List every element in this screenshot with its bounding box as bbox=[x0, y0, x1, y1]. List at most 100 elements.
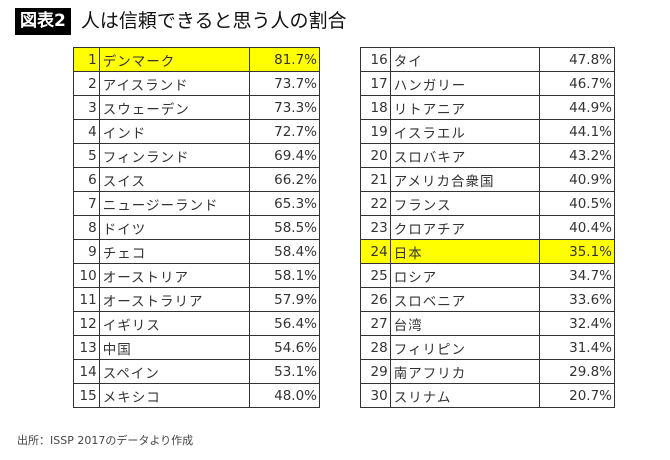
value-cell: 32.4% bbox=[539, 311, 615, 336]
value-cell: 47.8% bbox=[539, 47, 615, 72]
country-cell: イギリス bbox=[98, 311, 251, 336]
rank-cell: 7 bbox=[73, 191, 100, 216]
table-row: 10 オーストリア 58.1% bbox=[73, 263, 320, 288]
value-cell: 58.1% bbox=[249, 263, 320, 288]
rank-cell: 12 bbox=[73, 311, 100, 336]
country-cell: メキシコ bbox=[98, 383, 251, 408]
country-cell: タイ bbox=[389, 47, 541, 72]
value-cell: 31.4% bbox=[539, 335, 615, 360]
country-cell: ロシア bbox=[389, 263, 541, 288]
table-row: 4 インド 72.7% bbox=[73, 119, 320, 144]
table-row: 26 スロベニア 33.6% bbox=[360, 287, 615, 312]
value-cell: 57.9% bbox=[249, 287, 320, 312]
country-cell: デンマーク bbox=[98, 47, 251, 72]
country-cell: スロバキア bbox=[389, 143, 541, 168]
country-cell: イスラエル bbox=[389, 119, 541, 144]
value-cell: 66.2% bbox=[249, 167, 320, 192]
value-cell: 65.3% bbox=[249, 191, 320, 216]
rank-cell: 28 bbox=[360, 335, 391, 360]
value-cell: 40.4% bbox=[539, 215, 615, 240]
value-cell: 56.4% bbox=[249, 311, 320, 336]
table-row: 28 フィリピン 31.4% bbox=[360, 335, 615, 360]
table-row: 3 スウェーデン 73.3% bbox=[73, 95, 320, 120]
value-cell: 46.7% bbox=[539, 71, 615, 96]
table-row: 23 クロアチア 40.4% bbox=[360, 215, 615, 240]
value-cell: 43.2% bbox=[539, 143, 615, 168]
rank-cell: 30 bbox=[360, 383, 391, 408]
table-row: 18 リトアニア 44.9% bbox=[360, 95, 615, 120]
country-cell: 台湾 bbox=[389, 311, 541, 336]
table-row: 7 ニュージーランド 65.3% bbox=[73, 191, 320, 216]
country-cell: 中国 bbox=[98, 335, 251, 360]
value-cell: 44.1% bbox=[539, 119, 615, 144]
rank-cell: 15 bbox=[73, 383, 100, 408]
table-row: 22 フランス 40.5% bbox=[360, 191, 615, 216]
rank-cell: 11 bbox=[73, 287, 100, 312]
table-row: 5 フィンランド 69.4% bbox=[73, 143, 320, 168]
table-row: 30 スリナム 20.7% bbox=[360, 383, 615, 408]
rank-cell: 4 bbox=[73, 119, 100, 144]
value-cell: 34.7% bbox=[539, 263, 615, 288]
value-cell: 58.5% bbox=[249, 215, 320, 240]
value-cell: 58.4% bbox=[249, 239, 320, 264]
ranking-table-left: 1 デンマーク 81.7% 2 アイスランド 73.7% 3 スウェーデン 73.3% 4 インド 7… bbox=[73, 47, 320, 408]
table-row: 6 スイス 66.2% bbox=[73, 167, 320, 192]
rank-cell: 24 bbox=[360, 239, 391, 264]
table-row: 25 ロシア 34.7% bbox=[360, 263, 615, 288]
rank-cell: 5 bbox=[73, 143, 100, 168]
table-row: 11 オーストラリア 57.9% bbox=[73, 287, 320, 312]
country-cell: リトアニア bbox=[389, 95, 541, 120]
table-row: 2 アイスランド 73.7% bbox=[73, 71, 320, 96]
country-cell: チェコ bbox=[98, 239, 251, 264]
table-row: 15 メキシコ 48.0% bbox=[73, 383, 320, 408]
table-row: 24 日本 35.1% bbox=[360, 239, 615, 264]
rank-cell: 16 bbox=[360, 47, 391, 72]
value-cell: 44.9% bbox=[539, 95, 615, 120]
ranking-table-right: 16 タイ 47.8% 17 ハンガリー 46.7% 18 リトアニア 44.9% 19 イスラエル… bbox=[360, 47, 615, 408]
value-cell: 81.7% bbox=[249, 47, 320, 72]
table-row: 21 アメリカ合衆国 40.9% bbox=[360, 167, 615, 192]
rank-cell: 20 bbox=[360, 143, 391, 168]
figure-header: 図表2 人は信頼できると思う人の割合 bbox=[15, 8, 346, 35]
table-row: 19 イスラエル 44.1% bbox=[360, 119, 615, 144]
rank-cell: 6 bbox=[73, 167, 100, 192]
country-cell: オーストラリア bbox=[98, 287, 251, 312]
table-row: 17 ハンガリー 46.7% bbox=[360, 71, 615, 96]
rank-cell: 13 bbox=[73, 335, 100, 360]
value-cell: 73.7% bbox=[249, 71, 320, 96]
table-row: 14 スペイン 53.1% bbox=[73, 359, 320, 384]
value-cell: 40.5% bbox=[539, 191, 615, 216]
rank-cell: 23 bbox=[360, 215, 391, 240]
table-row: 1 デンマーク 81.7% bbox=[73, 47, 320, 72]
rank-cell: 25 bbox=[360, 263, 391, 288]
rank-cell: 21 bbox=[360, 167, 391, 192]
value-cell: 48.0% bbox=[249, 383, 320, 408]
country-cell: クロアチア bbox=[389, 215, 541, 240]
country-cell: オーストリア bbox=[98, 263, 251, 288]
rank-cell: 22 bbox=[360, 191, 391, 216]
value-cell: 73.3% bbox=[249, 95, 320, 120]
value-cell: 72.7% bbox=[249, 119, 320, 144]
value-cell: 40.9% bbox=[539, 167, 615, 192]
table-row: 29 南アフリカ 29.8% bbox=[360, 359, 615, 384]
rank-cell: 19 bbox=[360, 119, 391, 144]
country-cell: 南アフリカ bbox=[389, 359, 541, 384]
rank-cell: 8 bbox=[73, 215, 100, 240]
country-cell: ハンガリー bbox=[389, 71, 541, 96]
country-cell: アメリカ合衆国 bbox=[389, 167, 541, 192]
country-cell: フランス bbox=[389, 191, 541, 216]
country-cell: 日本 bbox=[389, 239, 541, 264]
country-cell: アイスランド bbox=[98, 71, 251, 96]
country-cell: フィリピン bbox=[389, 335, 541, 360]
rank-cell: 27 bbox=[360, 311, 391, 336]
country-cell: ドイツ bbox=[98, 215, 251, 240]
value-cell: 29.8% bbox=[539, 359, 615, 384]
rank-cell: 3 bbox=[73, 95, 100, 120]
table-row: 12 イギリス 56.4% bbox=[73, 311, 320, 336]
table-row: 20 スロバキア 43.2% bbox=[360, 143, 615, 168]
source-note: 出所：ISSP 2017のデータより作成 bbox=[17, 434, 194, 447]
figure-badge: 図表2 bbox=[15, 8, 71, 35]
country-cell: スロベニア bbox=[389, 287, 541, 312]
rank-cell: 18 bbox=[360, 95, 391, 120]
table-row: 9 チェコ 58.4% bbox=[73, 239, 320, 264]
